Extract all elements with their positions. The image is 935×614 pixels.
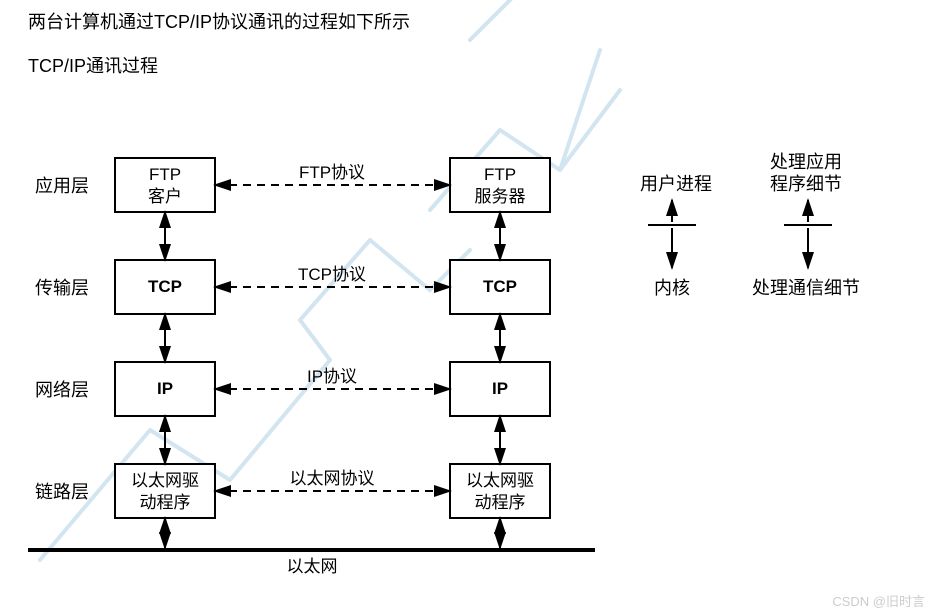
diagram-svg: 两台计算机通过TCP/IP协议通讯的过程如下所示 TCP/IP通讯过程 应用层 …: [0, 0, 935, 614]
eth-right-line1: 以太网驱: [466, 471, 534, 490]
ip-right-label: IP: [492, 379, 508, 398]
layer-link-label: 链路层: [35, 482, 89, 502]
layer-network-label: 网络层: [35, 380, 89, 400]
footer-watermark: CSDN @旧时言: [832, 594, 925, 609]
ftp-server-line2: 服务器: [475, 187, 526, 206]
ethernet-label: 以太网: [287, 557, 338, 576]
ftp-server-line1: FTP: [484, 165, 516, 184]
proto-ip-label: IP协议: [307, 367, 357, 386]
proto-ftp-label: FTP协议: [299, 163, 365, 182]
page-root: 两台计算机通过TCP/IP协议通讯的过程如下所示 TCP/IP通讯过程 应用层 …: [0, 0, 935, 614]
tcp-right-label: TCP: [483, 277, 517, 296]
eth-left-line2: 动程序: [140, 493, 191, 512]
subtitle-text: TCP/IP通讯过程: [28, 56, 158, 76]
handle-comm-label: 处理通信细节: [752, 278, 860, 298]
intro-text: 两台计算机通过TCP/IP协议通讯的过程如下所示: [28, 12, 410, 32]
ftp-client-line2: 客户: [148, 187, 182, 206]
tcp-left-label: TCP: [148, 277, 182, 296]
layer-transport-label: 传输层: [35, 278, 89, 298]
layer-app-label: 应用层: [35, 176, 89, 196]
user-process-label: 用户进程: [640, 174, 712, 194]
proto-eth-label: 以太网协议: [290, 469, 375, 488]
kernel-label: 内核: [654, 278, 690, 298]
eth-left-line1: 以太网驱: [131, 471, 199, 490]
handle-app-l1: 处理应用: [770, 152, 842, 172]
eth-right-line2: 动程序: [475, 493, 526, 512]
proto-tcp-label: TCP协议: [298, 265, 366, 284]
handle-app-l2: 程序细节: [770, 174, 842, 194]
ftp-client-line1: FTP: [149, 165, 181, 184]
ip-left-label: IP: [157, 379, 173, 398]
